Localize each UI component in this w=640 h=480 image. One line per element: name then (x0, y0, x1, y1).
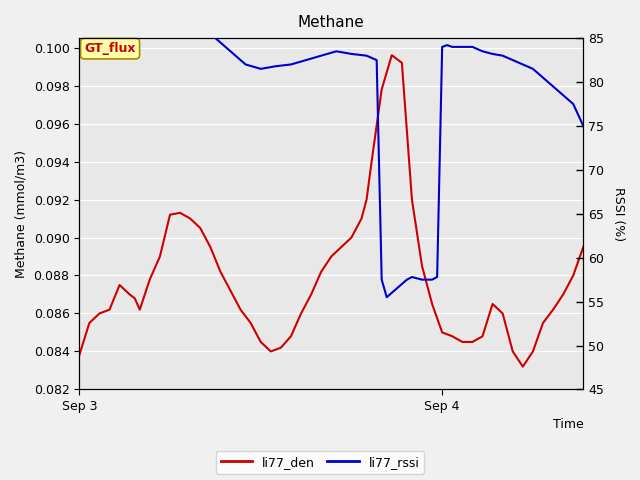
X-axis label: Time: Time (552, 419, 583, 432)
Legend: li77_den, li77_rssi: li77_den, li77_rssi (216, 451, 424, 474)
Title: Methane: Methane (298, 15, 365, 30)
Y-axis label: RSSI (%): RSSI (%) (612, 187, 625, 241)
Y-axis label: Methane (mmol/m3): Methane (mmol/m3) (15, 150, 28, 278)
Text: GT_flux: GT_flux (84, 42, 136, 55)
